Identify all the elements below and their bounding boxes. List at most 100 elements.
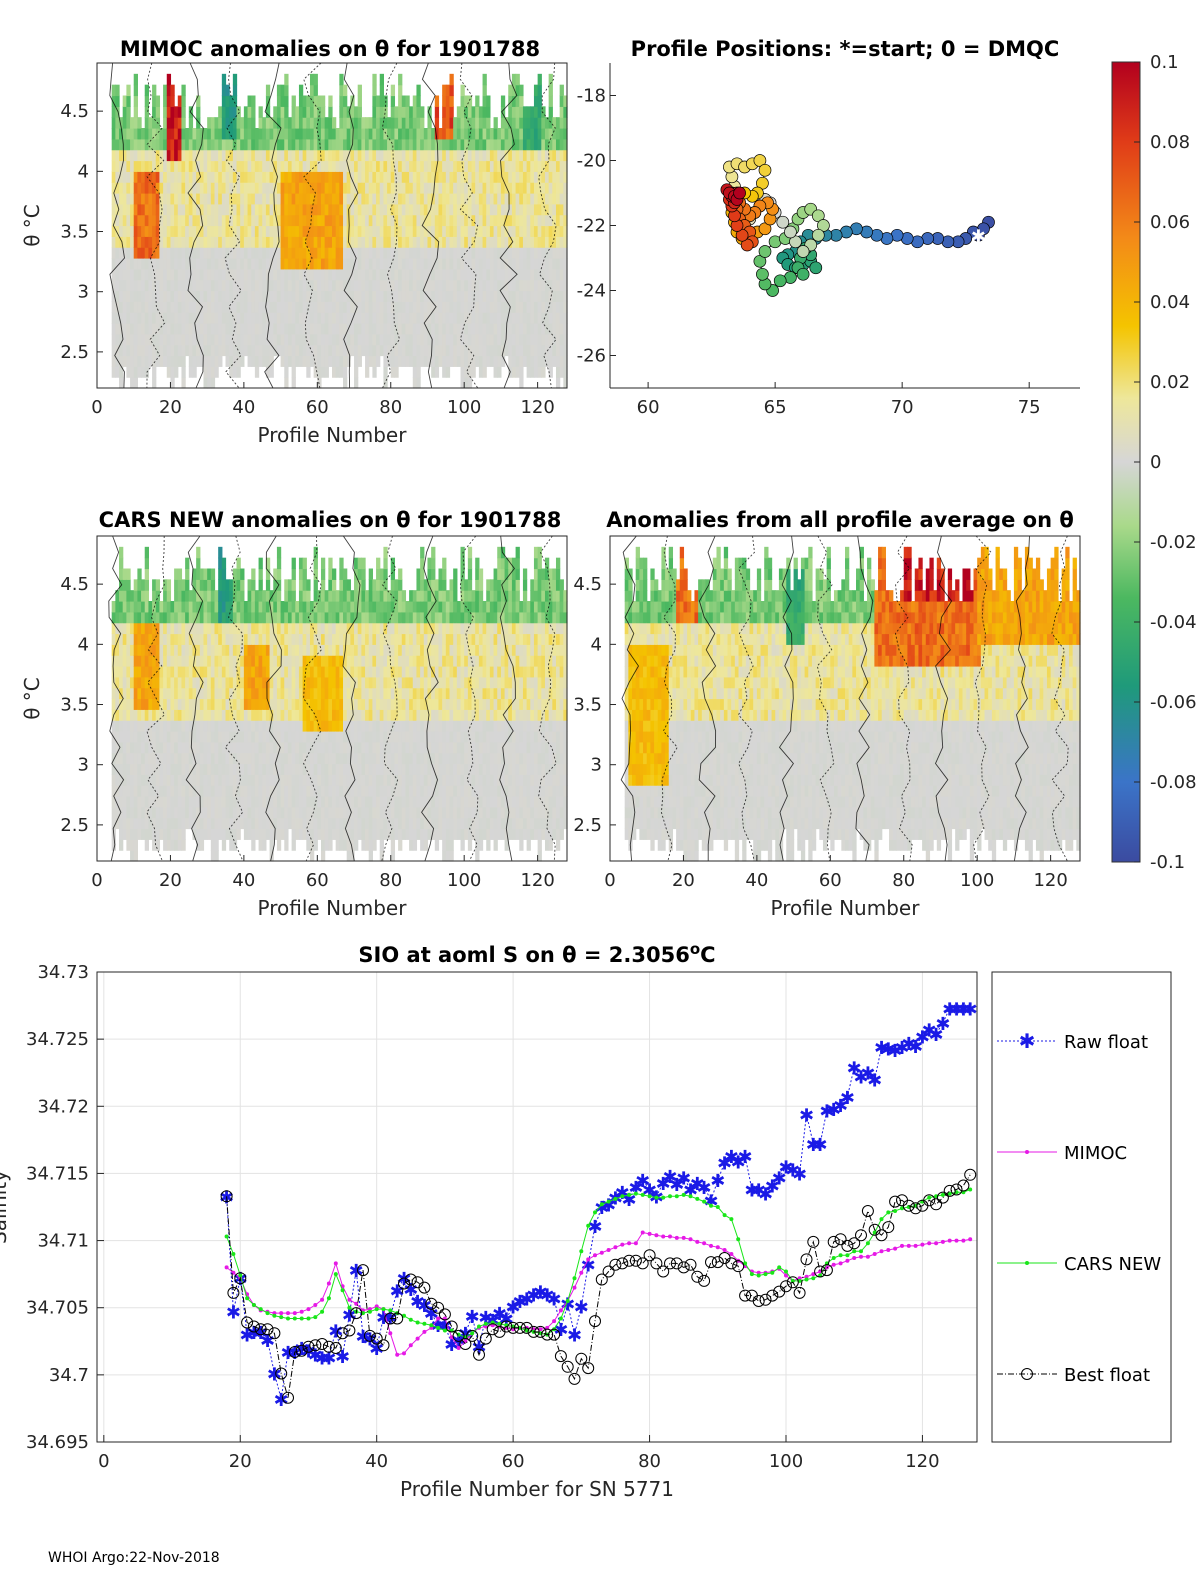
heat-cell: [133, 774, 138, 786]
heat-cell: [317, 182, 322, 194]
heat-cell: [548, 258, 553, 270]
heat-cell: [126, 312, 131, 324]
heat-cell: [199, 687, 205, 700]
heat-cell: [258, 279, 263, 292]
heat-cell: [254, 344, 260, 357]
heat-cell: [287, 312, 293, 324]
heat-cell: [405, 171, 410, 183]
heat-cell: [199, 193, 205, 205]
heat-cell: [497, 193, 502, 205]
heat-cell: [412, 203, 418, 216]
heat-cell: [387, 279, 392, 292]
heat-cell: [144, 839, 149, 851]
heat-cell: [247, 590, 252, 602]
heat-cell: [309, 731, 315, 743]
heat-cell: [350, 128, 355, 140]
heat-cell: [508, 225, 513, 237]
heat-cell: [295, 236, 300, 248]
heat-cell: [284, 73, 289, 86]
heat-cell: [405, 95, 410, 107]
heat-cell: [262, 828, 267, 840]
heat-cell: [287, 601, 293, 613]
heat-cell: [144, 546, 149, 559]
heat-cell: [126, 601, 131, 613]
heat-cell: [346, 676, 351, 689]
heat-cell: [144, 323, 149, 335]
heat-cell: [137, 149, 142, 162]
heat-cell: [284, 203, 289, 216]
heat-cell: [324, 687, 329, 700]
heat-cell: [471, 138, 476, 151]
heat-cell: [460, 117, 465, 129]
heat-cell: [394, 247, 399, 259]
heat-cell: [254, 225, 260, 237]
heat-cell: [309, 796, 315, 808]
heat-cell: [346, 138, 351, 151]
heat-cell: [328, 312, 333, 324]
heat-cell: [181, 611, 186, 624]
heat-cell: [276, 301, 282, 313]
heat-cell: [365, 817, 370, 830]
heat-cell: [309, 247, 315, 259]
heat-cell: [137, 301, 142, 313]
heat-cell: [306, 128, 311, 140]
heat-cell: [141, 301, 146, 313]
heat-cell: [350, 106, 355, 118]
heat-cell: [137, 214, 142, 227]
heat-cell: [163, 225, 168, 237]
heat-cell: [298, 160, 304, 172]
heat-cell: [119, 344, 124, 357]
heat-cell: [130, 247, 135, 259]
heat-cell: [508, 95, 513, 107]
heat-cell: [159, 149, 164, 162]
heat-cell: [207, 171, 212, 183]
heat-cell: [137, 203, 142, 216]
heat-cell: [192, 225, 197, 237]
heat-cell: [284, 160, 289, 172]
heat-cell: [449, 301, 454, 313]
heat-cell: [317, 355, 322, 367]
heat-cell: [137, 312, 142, 324]
heat-cell: [115, 203, 120, 216]
heat-cell: [515, 225, 520, 237]
heat-cell: [188, 236, 194, 248]
heat-cell: [302, 763, 307, 775]
heat-cell: [464, 301, 469, 313]
heat-cell: [243, 290, 249, 302]
heat-cell: [379, 236, 384, 248]
heat-cell: [225, 590, 230, 602]
heat-cell: [339, 752, 344, 765]
heat-cell: [361, 225, 366, 237]
heat-cell: [368, 828, 373, 840]
heat-cell: [306, 720, 311, 732]
heat-cell: [181, 344, 186, 357]
heat-cell: [559, 333, 564, 346]
heat-cell: [243, 268, 249, 281]
heat-cell: [203, 611, 208, 624]
heat-cell: [251, 601, 256, 613]
heat-cell: [218, 546, 223, 559]
heat-cell: [460, 95, 465, 107]
heat-cell: [225, 611, 230, 624]
heat-cell: [302, 644, 307, 656]
heat-cell: [306, 279, 311, 292]
heat-cell: [324, 720, 329, 732]
heat-cell: [265, 344, 271, 357]
heat-cell: [144, 731, 149, 743]
heat-cell: [269, 720, 274, 732]
heat-cell: [379, 171, 384, 183]
heat-cell: [423, 171, 429, 183]
heat-cell: [533, 138, 539, 151]
heat-cell: [265, 579, 271, 591]
heat-cell: [225, 138, 230, 151]
heat-cell: [320, 666, 326, 678]
heat-cell: [548, 182, 553, 194]
heat-cell: [449, 333, 454, 346]
heat-cell: [196, 785, 201, 797]
heat-cell: [130, 344, 135, 357]
heat-cell: [221, 796, 227, 808]
heat-cell: [177, 323, 183, 335]
heat-cell: [563, 290, 568, 302]
heat-cell: [475, 333, 480, 346]
heat-cell: [372, 785, 377, 797]
